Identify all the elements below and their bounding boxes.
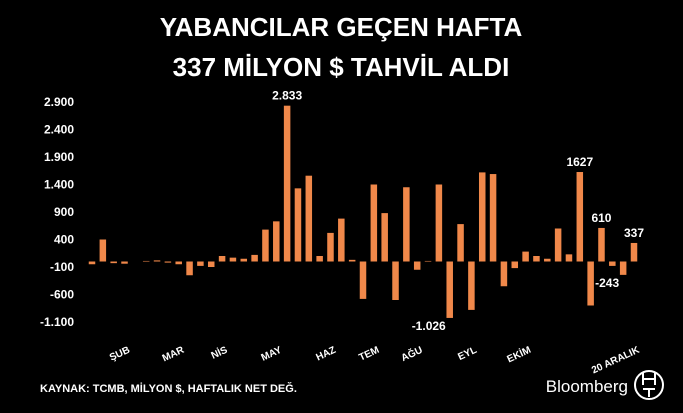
bar <box>294 188 302 262</box>
bar <box>598 227 605 262</box>
brand-logo <box>634 370 664 400</box>
bar <box>175 261 182 265</box>
bar <box>316 256 323 262</box>
bar <box>251 254 258 262</box>
y-tick-label: 900 <box>54 205 74 219</box>
brand: Bloomberg <box>546 377 628 396</box>
chart-title: 337 MİLYON $ TAHVİL ALDI <box>173 52 510 82</box>
y-tick-label: -600 <box>50 288 74 302</box>
bar <box>164 261 172 263</box>
bar <box>468 261 475 310</box>
bar <box>609 261 616 266</box>
bar <box>240 258 248 262</box>
value-label: -243 <box>595 276 619 290</box>
y-tick-label: 2.900 <box>44 95 74 109</box>
bar <box>283 105 291 262</box>
bar <box>229 257 237 262</box>
bar <box>381 213 388 262</box>
y-tick-label: -1.100 <box>40 315 74 329</box>
bar <box>262 229 269 262</box>
chart-title: YABANCILAR GEÇEN HAFTA <box>160 12 523 42</box>
value-label: 2.833 <box>272 89 302 103</box>
bar <box>218 256 226 262</box>
bar <box>435 184 443 262</box>
bar <box>554 228 562 262</box>
y-tick-label: 400 <box>54 233 74 247</box>
bar <box>403 187 410 262</box>
bar <box>565 254 573 262</box>
value-label: 337 <box>624 226 644 240</box>
bar <box>522 251 529 262</box>
value-label: 1627 <box>566 155 593 169</box>
bar <box>88 261 96 265</box>
bar <box>457 224 464 262</box>
bar <box>370 184 378 262</box>
bar <box>121 261 128 264</box>
bar <box>110 261 117 264</box>
bar <box>142 260 150 262</box>
bar <box>511 261 519 269</box>
value-label: 610 <box>591 211 611 225</box>
bar <box>533 256 540 262</box>
bar <box>99 239 107 262</box>
bar <box>305 175 313 262</box>
bar <box>489 174 497 262</box>
bar <box>587 261 594 306</box>
bar <box>186 261 193 276</box>
bar <box>413 261 421 270</box>
y-tick-label: -100 <box>50 260 74 274</box>
bar <box>478 172 486 262</box>
bar <box>359 261 367 299</box>
bar <box>327 232 334 262</box>
bar <box>500 261 508 287</box>
bar <box>338 218 345 262</box>
bar <box>619 261 627 275</box>
y-tick-label: 2.400 <box>44 123 74 137</box>
y-tick-label: 1.900 <box>44 150 74 164</box>
bar <box>197 261 204 266</box>
bar <box>348 259 356 262</box>
source-note: KAYNAK: TCMB, MİLYON $, HAFTALIK NET DEĞ… <box>40 382 297 395</box>
bar <box>446 261 453 318</box>
value-label: -1.026 <box>412 319 446 333</box>
bar <box>544 258 551 262</box>
bar <box>576 172 584 262</box>
bar <box>630 242 638 262</box>
y-tick-label: 1.400 <box>44 178 74 192</box>
bar <box>392 261 399 300</box>
bar <box>153 260 161 262</box>
bar <box>207 261 215 267</box>
bar <box>273 221 280 262</box>
bar <box>424 260 432 262</box>
